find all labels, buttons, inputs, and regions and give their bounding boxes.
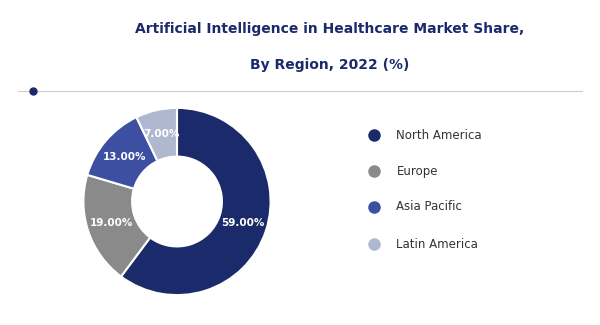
Text: 19.00%: 19.00% <box>89 218 133 228</box>
Text: Artificial Intelligence in Healthcare Market Share,: Artificial Intelligence in Healthcare Ma… <box>136 22 524 36</box>
Text: PRECEDENCE: PRECEDENCE <box>14 25 76 33</box>
Text: 13.00%: 13.00% <box>103 151 146 162</box>
Text: 7.00%: 7.00% <box>143 129 180 139</box>
Wedge shape <box>87 117 158 189</box>
Text: Asia Pacific: Asia Pacific <box>397 201 463 214</box>
Wedge shape <box>83 175 150 277</box>
Text: 59.00%: 59.00% <box>221 218 265 228</box>
Text: Europe: Europe <box>397 164 438 177</box>
Text: RESEARCH: RESEARCH <box>20 45 70 54</box>
Text: Latin America: Latin America <box>397 238 478 251</box>
Wedge shape <box>121 108 271 295</box>
Text: By Region, 2022 (%): By Region, 2022 (%) <box>250 58 410 72</box>
Wedge shape <box>136 108 177 161</box>
Text: North America: North America <box>397 129 482 142</box>
